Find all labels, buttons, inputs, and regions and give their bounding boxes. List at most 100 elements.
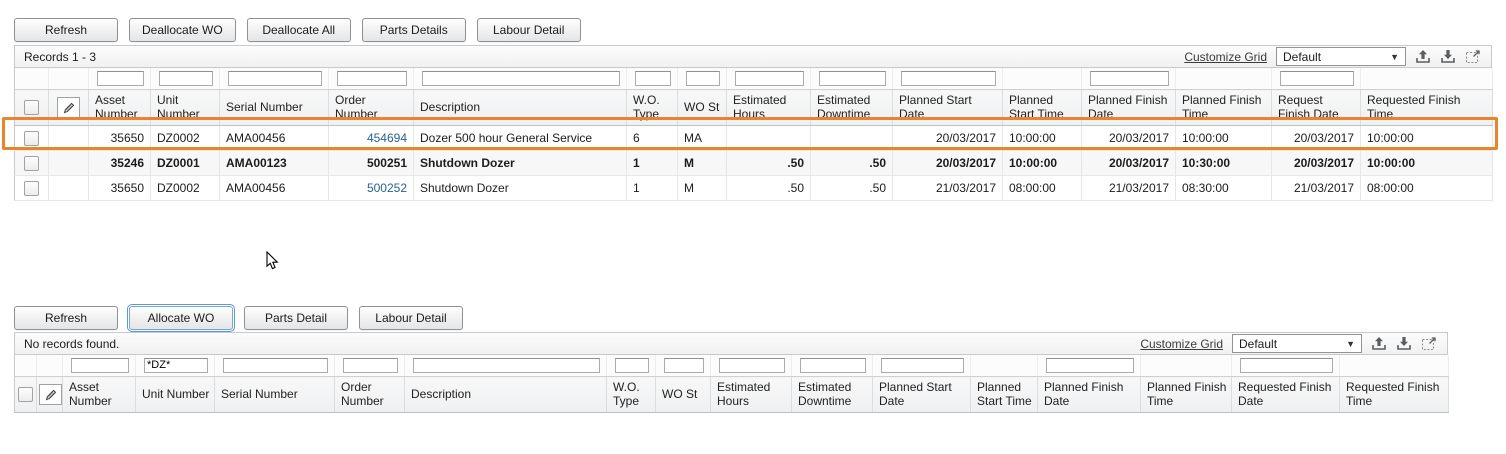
planned-start-time-column-header[interactable]: Planned Start Time	[1002, 89, 1082, 126]
description-column-header[interactable]: Description	[404, 376, 607, 413]
cell-planned-start-date[interactable]: 20/03/2017	[892, 150, 1003, 176]
cell-description[interactable]: Shutdown Dozer	[413, 175, 627, 201]
filter-cell-asset-number[interactable]	[62, 355, 136, 377]
cell-estimated-hours[interactable]: .50	[726, 150, 811, 176]
estimated-downtime-filter-input[interactable]	[800, 357, 866, 373]
filter-cell-planned-start-date[interactable]	[872, 355, 971, 377]
filter-cell-unit-number[interactable]	[150, 68, 220, 90]
planned-finish-time-column-header[interactable]: Planned Finish Time	[1140, 376, 1232, 413]
table-row[interactable]: 35650 DZ0002 AMA00456 454694 Dozer 500 hour …	[14, 125, 1493, 151]
estimated-downtime-filter-input[interactable]	[819, 70, 886, 86]
cell-planned-start-time[interactable]: 10:00:00	[1002, 150, 1082, 176]
cell-planned-finish-time[interactable]: 10:30:00	[1175, 150, 1272, 176]
request-finish-date-filter-input[interactable]	[1280, 70, 1354, 86]
wo-st-filter-input[interactable]	[664, 357, 704, 373]
cell-request-finish-date[interactable]: 21/03/2017	[1271, 175, 1361, 201]
cell-wo-type[interactable]: 6	[626, 125, 678, 151]
cell-estimated-hours[interactable]	[726, 125, 811, 151]
select-all-header[interactable]	[14, 376, 37, 413]
cell-description[interactable]: Shutdown Dozer	[413, 150, 627, 176]
cell-estimated-downtime[interactable]	[810, 125, 893, 151]
wo-st-filter-input[interactable]	[686, 70, 720, 86]
import-grid-icon[interactable]	[1440, 49, 1456, 64]
requested-finish-time-column-header[interactable]: Requested Finish Time	[1360, 89, 1493, 126]
filter-cell-w-o-type[interactable]	[606, 355, 656, 377]
cell-serial-number[interactable]: AMA00456	[219, 175, 329, 201]
planned-start-time-column-header[interactable]: Planned Start Time	[970, 376, 1038, 413]
cell-unit-number[interactable]: DZ0002	[150, 175, 220, 201]
cell-estimated-downtime[interactable]: .50	[810, 175, 893, 201]
cell-estimated-hours[interactable]: .50	[726, 175, 811, 201]
cell-wo-status[interactable]: M	[677, 175, 727, 201]
cell-unit-number[interactable]: DZ0002	[150, 125, 220, 151]
filter-cell-description[interactable]	[413, 68, 627, 90]
filter-cell-order-number[interactable]	[328, 68, 414, 90]
cell-planned-start-time[interactable]: 08:00:00	[1002, 175, 1082, 201]
description-column-header[interactable]: Description	[413, 89, 627, 126]
unit-number-filter-input[interactable]	[144, 357, 208, 373]
cell-requested-finish-time[interactable]: 10:00:00	[1360, 125, 1493, 151]
allocate-wo-button[interactable]: Allocate WO	[127, 304, 235, 332]
cell-planned-start-date[interactable]: 21/03/2017	[892, 175, 1003, 201]
filter-cell-serial-number[interactable]	[219, 68, 329, 90]
filter-cell-requested-finish-date[interactable]	[1231, 355, 1340, 377]
planned-finish-date-column-header[interactable]: Planned Finish Date	[1081, 89, 1176, 126]
cell-planned-start-date[interactable]: 20/03/2017	[892, 125, 1003, 151]
w-o-type-filter-input[interactable]	[615, 357, 649, 373]
table-row[interactable]: 35246 DZ0001 AMA00123 500251 Shutdown Dozer 1…	[14, 150, 1493, 176]
cell-planned-finish-time[interactable]: 08:30:00	[1175, 175, 1272, 201]
grid-format-select[interactable]: Default ▼	[1232, 334, 1362, 353]
cell-planned-finish-date[interactable]: 21/03/2017	[1081, 175, 1176, 201]
cell-planned-finish-date[interactable]: 20/03/2017	[1081, 150, 1176, 176]
filter-cell-wo-st[interactable]	[677, 68, 727, 90]
filter-cell-order-number[interactable]	[334, 355, 405, 377]
export-grid-icon[interactable]	[1415, 49, 1431, 64]
cell-asset-number[interactable]: 35650	[88, 175, 151, 201]
cell-estimated-downtime[interactable]: .50	[810, 150, 893, 176]
w-o-type-column-header[interactable]: W.O. Type	[626, 89, 678, 126]
cell-wo-type[interactable]: 1	[626, 150, 678, 176]
parts-detail-button[interactable]: Parts Detail	[244, 306, 348, 330]
estimated-hours-filter-input[interactable]	[719, 357, 785, 373]
refresh-button[interactable]: Refresh	[14, 18, 118, 42]
filter-cell-description[interactable]	[404, 355, 607, 377]
filter-cell-unit-number[interactable]	[135, 355, 215, 377]
parts-details-button[interactable]: Parts Details	[361, 18, 466, 42]
requested-finish-date-filter-input[interactable]	[1240, 357, 1333, 373]
cell-wo-type[interactable]: 1	[626, 175, 678, 201]
filter-cell-estimated-hours[interactable]	[726, 68, 811, 90]
cell-planned-finish-date[interactable]: 20/03/2017	[1081, 125, 1176, 151]
select-all-checkbox[interactable]	[18, 387, 33, 403]
filter-cell-w-o-type[interactable]	[626, 68, 678, 90]
requested-finish-date-column-header[interactable]: Requested Finish Date	[1231, 376, 1340, 413]
order-number-filter-input[interactable]	[343, 357, 398, 373]
grid-format-select[interactable]: Default ▼	[1276, 47, 1406, 66]
customize-grid-link[interactable]: Customize Grid	[1184, 49, 1267, 64]
row-checkbox[interactable]	[24, 130, 39, 146]
planned-finish-time-column-header[interactable]: Planned Finish Time	[1175, 89, 1272, 126]
planned-finish-date-column-header[interactable]: Planned Finish Date	[1037, 376, 1141, 413]
description-filter-input[interactable]	[422, 70, 620, 86]
w-o-type-filter-input[interactable]	[635, 70, 671, 86]
serial-number-filter-input[interactable]	[223, 357, 328, 373]
estimated-downtime-column-header[interactable]: Estimated Downtime	[810, 89, 893, 126]
order-number-filter-input[interactable]	[337, 70, 407, 86]
cell-wo-status[interactable]: MA	[677, 125, 727, 151]
cell-description[interactable]: Dozer 500 hour General Service	[413, 125, 627, 151]
filter-cell-serial-number[interactable]	[214, 355, 335, 377]
deallocate-wo-button[interactable]: Deallocate WO	[129, 18, 236, 42]
expand-grid-icon[interactable]	[1421, 336, 1438, 351]
request-finish-date-column-header[interactable]: Request Finish Date	[1271, 89, 1361, 126]
labour-detail-button[interactable]: Labour Detail	[359, 306, 463, 330]
wo-st-column-header[interactable]: WO St	[655, 376, 711, 413]
export-grid-icon[interactable]	[1371, 336, 1387, 351]
row-select-cell[interactable]	[14, 125, 49, 151]
filter-cell-planned-start-date[interactable]	[892, 68, 1003, 90]
unit-number-filter-input[interactable]	[159, 70, 213, 86]
row-checkbox[interactable]	[24, 180, 39, 196]
asset-number-filter-input[interactable]	[97, 70, 144, 86]
cell-serial-number[interactable]: AMA00123	[219, 150, 329, 176]
unit-number-column-header[interactable]: Unit Number	[135, 376, 215, 413]
estimated-hours-column-header[interactable]: Estimated Hours	[726, 89, 811, 126]
cell-asset-number[interactable]: 35650	[88, 125, 151, 151]
